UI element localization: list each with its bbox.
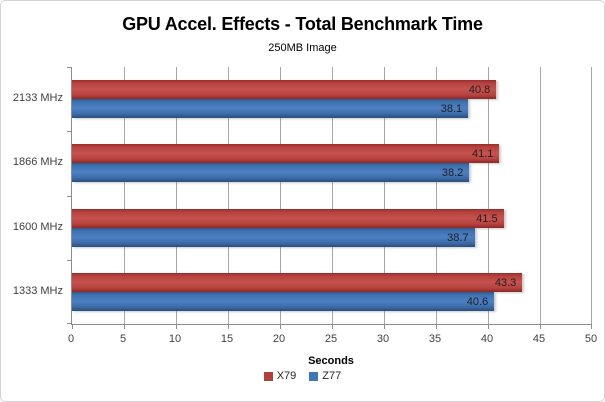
- gridline: [591, 67, 592, 324]
- x-tick-label: 5: [119, 333, 127, 345]
- x-tick-label: 0: [67, 333, 75, 345]
- bar-z77-1600-mhz: 38.7: [72, 228, 475, 247]
- chart-subtitle: 250MB Image: [268, 42, 337, 54]
- bar-x79-1866-mhz: 41.1: [72, 144, 500, 163]
- category-label: 1333 MHz: [12, 285, 63, 297]
- bar-value-label: 38.2: [441, 166, 464, 179]
- bar-value-label: 38.7: [447, 231, 469, 244]
- legend-label: Z77: [322, 370, 342, 382]
- category-label: 1600 MHz: [12, 221, 63, 233]
- x-axis-tick: [488, 325, 489, 329]
- y-axis-tick: [67, 196, 71, 197]
- x-tick-label: 15: [220, 333, 234, 345]
- gridline: [488, 67, 489, 324]
- legend-item-x79: X79: [263, 370, 297, 382]
- x-tick-label: 35: [428, 333, 442, 345]
- x-tick-label: 25: [324, 333, 338, 345]
- bar-value-label: 40.8: [468, 83, 491, 96]
- gridline: [124, 67, 125, 324]
- x-axis-title: Seconds: [308, 355, 354, 367]
- x-axis-tick: [124, 325, 125, 329]
- category-label: 1866 MHz: [12, 156, 63, 168]
- gridline: [176, 67, 177, 324]
- bar-x79-1333-mhz: 43.3: [72, 273, 523, 292]
- x-axis-tick: [332, 325, 333, 329]
- x-axis-tick: [176, 325, 177, 329]
- bar-x79-1600-mhz: 41.5: [72, 209, 504, 228]
- bar-value-label: 41.5: [476, 212, 498, 225]
- x-axis-tick: [540, 325, 541, 329]
- y-axis-tick: [67, 260, 71, 261]
- legend-swatch-z77: [309, 371, 319, 381]
- y-axis-tick: [67, 67, 71, 68]
- x-axis-tick: [384, 325, 385, 329]
- plot-area: 40.8 38.1 41.1 38.2 41.5 38.7 43.3 40.6: [67, 67, 592, 329]
- bar-value-label: 43.3: [494, 276, 517, 289]
- x-axis-tick: [228, 325, 229, 329]
- bar-value-label: 38.1: [440, 102, 463, 115]
- chart-title: GPU Accel. Effects - Total Benchmark Tim…: [122, 14, 483, 34]
- x-tick-label: 10: [168, 333, 182, 345]
- x-tick-label: 30: [376, 333, 390, 345]
- gridline: [436, 67, 437, 324]
- bar-z77-1333-mhz: 40.6: [72, 292, 495, 311]
- y-axis-tick: [67, 323, 71, 324]
- gridline: [384, 67, 385, 324]
- x-axis-tick: [280, 325, 281, 329]
- legend-label: X79: [276, 370, 297, 382]
- y-axis-tick: [67, 131, 71, 132]
- x-tick-label: 45: [532, 333, 546, 345]
- bar-z77-1866-mhz: 38.2: [72, 163, 470, 182]
- bar-z77-2133-mhz: 38.1: [72, 99, 469, 118]
- gridline: [540, 67, 541, 324]
- legend-swatch-x79: [263, 371, 273, 381]
- x-tick-label: 40: [480, 333, 494, 345]
- legend: X79 Z77: [1, 370, 604, 382]
- gridline: [228, 67, 229, 324]
- gridline: [332, 67, 333, 324]
- x-axis-tick: [436, 325, 437, 329]
- x-axis-tick: [591, 325, 592, 329]
- bar-value-label: 40.6: [466, 295, 489, 308]
- bar-value-label: 41.1: [471, 147, 494, 160]
- x-tick-label: 20: [272, 333, 286, 345]
- legend-item-z77: Z77: [309, 370, 341, 382]
- x-axis-tick: [72, 325, 73, 329]
- category-label: 2133 MHz: [12, 92, 63, 104]
- gridline: [280, 67, 281, 324]
- bar-x79-2133-mhz: 40.8: [72, 80, 497, 99]
- x-tick-label: 50: [584, 333, 598, 345]
